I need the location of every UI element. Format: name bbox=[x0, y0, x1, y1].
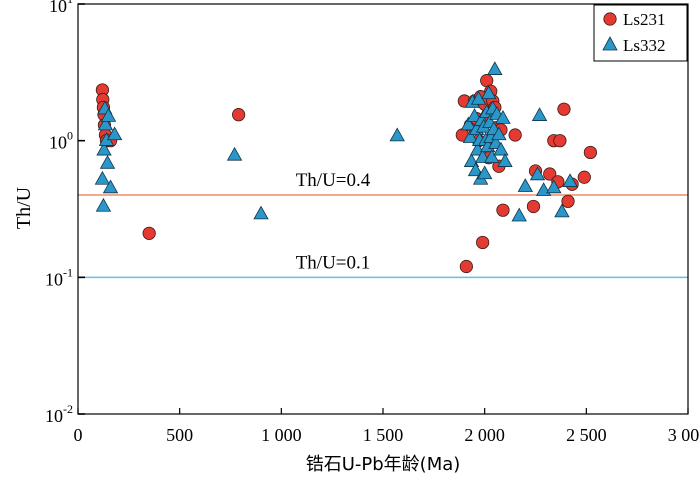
point-ls231-18 bbox=[476, 235, 490, 250]
x-tick-label-6: 3 000 bbox=[668, 425, 700, 445]
point-ls332-1 bbox=[95, 197, 112, 212]
point-ls332-40 bbox=[491, 126, 507, 141]
point-ls332-49 bbox=[546, 179, 562, 194]
reference-line-label-1: Th/U=0.4 bbox=[296, 170, 371, 191]
point-ls332-18 bbox=[467, 162, 484, 177]
point-ls332-51 bbox=[562, 173, 578, 187]
legend-label-ls332: Ls332 bbox=[623, 36, 666, 55]
y-tick-label-3: 10-2 bbox=[45, 402, 73, 426]
x-tick-label-2: 1 000 bbox=[261, 425, 302, 445]
point-ls332-10 bbox=[226, 146, 243, 161]
point-ls332-2 bbox=[96, 141, 112, 156]
point-ls332-7 bbox=[100, 108, 117, 122]
legend-label-ls231: Ls231 bbox=[623, 10, 666, 29]
point-ls332-34 bbox=[484, 149, 500, 163]
point-ls332-4 bbox=[97, 116, 114, 131]
point-ls332-31 bbox=[481, 85, 497, 100]
point-ls332-6 bbox=[99, 154, 116, 169]
point-ls332-42 bbox=[495, 110, 511, 124]
point-ls332-11 bbox=[253, 205, 269, 220]
point-ls231-41 bbox=[583, 145, 598, 160]
point-ls332-50 bbox=[554, 203, 570, 218]
point-ls332-46 bbox=[529, 166, 546, 181]
plot-frame bbox=[77, 3, 689, 415]
x-tick-label-4: 2 000 bbox=[464, 425, 505, 445]
reference-line-label-2: Th/U=0.1 bbox=[296, 252, 371, 273]
point-ls332-45 bbox=[517, 178, 534, 192]
point-ls332-14 bbox=[462, 129, 479, 143]
point-ls231-36 bbox=[553, 134, 567, 148]
point-ls231-38 bbox=[561, 194, 575, 208]
legend-marker-ls231 bbox=[603, 12, 617, 26]
point-ls231-9 bbox=[232, 108, 246, 122]
y-tick-label-0: 101 bbox=[49, 0, 73, 16]
point-ls231-40 bbox=[577, 170, 591, 184]
y-tick-label-1: 100 bbox=[49, 129, 73, 153]
x-tick-label-5: 2 500 bbox=[566, 425, 607, 445]
point-ls332-37 bbox=[487, 61, 503, 75]
point-ls231-33 bbox=[543, 167, 557, 181]
point-ls231-37 bbox=[557, 102, 571, 116]
x-axis-label: 锆石U-Pb年龄(Ma) bbox=[306, 454, 461, 475]
point-ls332-13 bbox=[460, 116, 477, 131]
point-ls231-8 bbox=[142, 226, 156, 240]
point-ls332-0 bbox=[94, 170, 111, 185]
legend-marker-ls332 bbox=[602, 36, 618, 51]
point-ls231-31 bbox=[526, 199, 541, 214]
point-ls332-17 bbox=[466, 108, 483, 122]
y-axis-label: Th/U bbox=[13, 186, 35, 229]
point-ls332-9 bbox=[106, 126, 123, 141]
point-ls332-12 bbox=[389, 127, 405, 142]
x-tick-label-0: 0 bbox=[74, 425, 83, 445]
point-ls231-29 bbox=[496, 203, 510, 217]
point-ls231-30 bbox=[508, 128, 522, 142]
y-tick-label-2: 10-1 bbox=[45, 265, 73, 289]
point-ls332-47 bbox=[531, 107, 548, 121]
point-ls332-8 bbox=[102, 179, 119, 194]
point-ls332-41 bbox=[493, 141, 509, 156]
x-tick-label-1: 500 bbox=[166, 425, 193, 445]
point-ls231-12 bbox=[459, 259, 473, 274]
point-ls332-43 bbox=[497, 153, 513, 167]
x-tick-label-3: 1 500 bbox=[363, 425, 404, 445]
point-ls332-27 bbox=[476, 165, 493, 180]
point-ls332-44 bbox=[511, 207, 527, 222]
